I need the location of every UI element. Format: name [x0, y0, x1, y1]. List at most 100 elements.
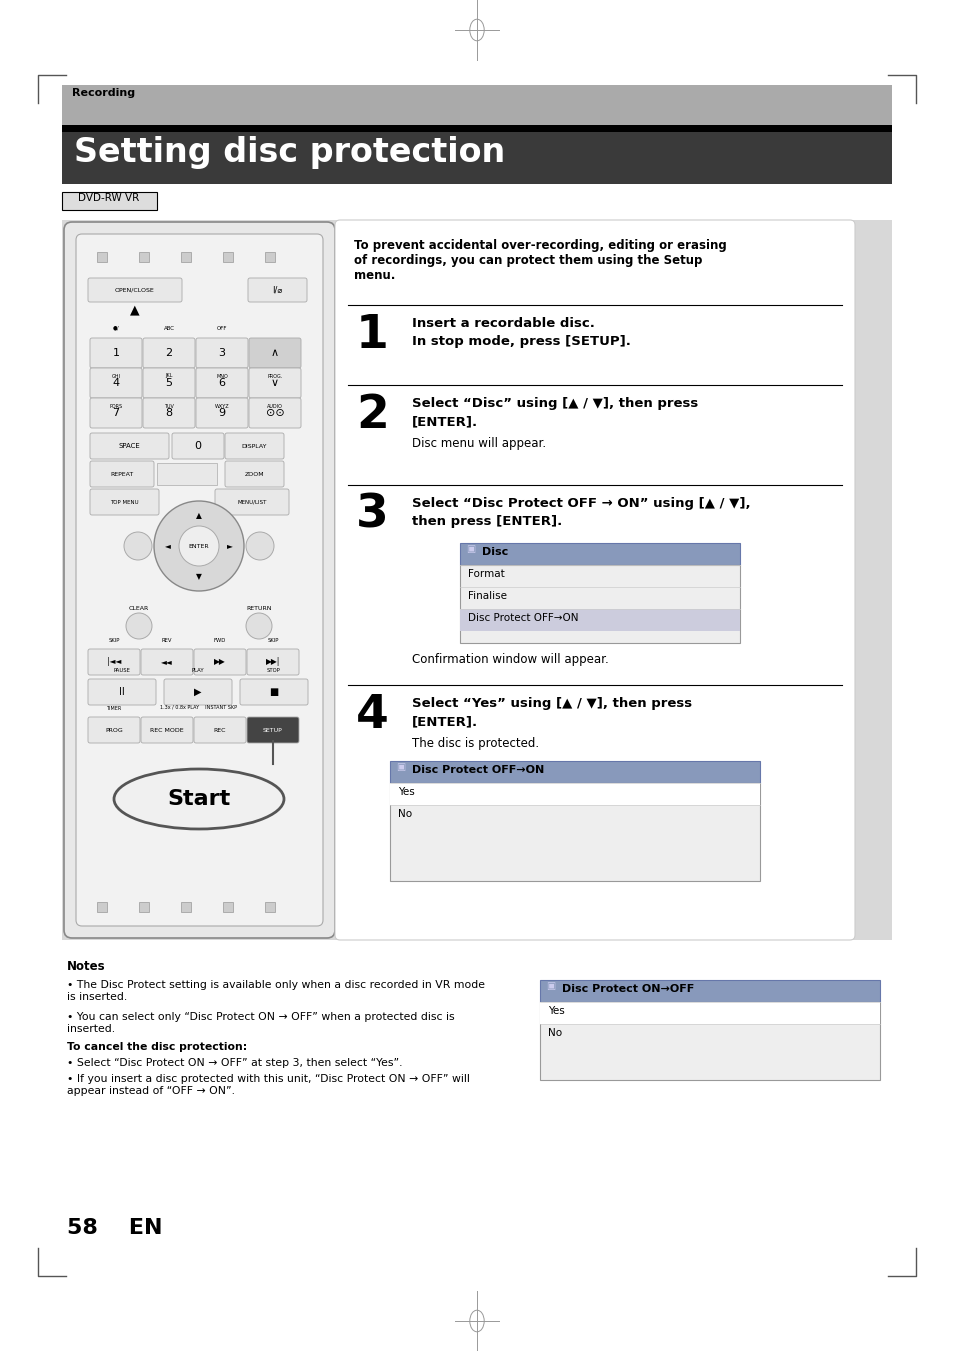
FancyBboxPatch shape [143, 399, 194, 428]
Text: TOP MENU: TOP MENU [111, 500, 139, 504]
Text: REV: REV [162, 639, 172, 643]
Text: ∨: ∨ [271, 378, 279, 388]
Bar [265, 253, 274, 262]
Bar [265, 902, 274, 912]
Text: ENTER: ENTER [189, 543, 209, 549]
Text: Yes: Yes [397, 788, 415, 797]
FancyBboxPatch shape [88, 717, 140, 743]
FancyBboxPatch shape [90, 434, 169, 459]
Text: 0: 0 [194, 440, 201, 451]
Text: CLEAR: CLEAR [129, 607, 149, 611]
Text: ▶: ▶ [194, 688, 201, 697]
FancyBboxPatch shape [64, 222, 335, 938]
Text: RETURN: RETURN [246, 607, 272, 611]
Bar [223, 253, 233, 262]
Text: 7: 7 [112, 408, 119, 417]
FancyBboxPatch shape [225, 434, 284, 459]
Text: Disc Protect ON→OFF: Disc Protect ON→OFF [561, 984, 694, 994]
Text: Select “Disc Protect OFF → ON” using [▲ / ▼],: Select “Disc Protect OFF → ON” using [▲ … [412, 497, 750, 509]
FancyBboxPatch shape [76, 234, 323, 925]
Circle shape [179, 526, 219, 566]
FancyBboxPatch shape [90, 338, 142, 367]
FancyBboxPatch shape [249, 399, 301, 428]
Text: ⊙⊙: ⊙⊙ [265, 408, 284, 417]
Text: SKIP: SKIP [109, 639, 119, 643]
Circle shape [126, 613, 152, 639]
FancyBboxPatch shape [90, 461, 153, 486]
Text: Disc Protect OFF→ON: Disc Protect OFF→ON [412, 765, 543, 775]
Text: To prevent accidental over-recording, editing or erasing
of recordings, you can : To prevent accidental over-recording, ed… [354, 239, 726, 282]
Text: SKIP: SKIP [267, 639, 278, 643]
Text: Setting disc protection: Setting disc protection [74, 136, 505, 169]
Text: Insert a recordable disc.: Insert a recordable disc. [412, 317, 595, 330]
Text: GHI: GHI [112, 373, 120, 378]
FancyBboxPatch shape [62, 126, 891, 132]
Bar [97, 253, 107, 262]
Text: The disc is protected.: The disc is protected. [412, 738, 538, 750]
FancyBboxPatch shape [195, 399, 248, 428]
Text: 8: 8 [165, 408, 172, 417]
Ellipse shape [113, 769, 284, 830]
FancyBboxPatch shape [539, 1002, 879, 1079]
FancyBboxPatch shape [247, 717, 298, 743]
FancyBboxPatch shape [157, 463, 216, 485]
Text: ▼: ▼ [196, 571, 202, 581]
Text: ▲: ▲ [130, 304, 140, 316]
FancyBboxPatch shape [193, 648, 246, 676]
Text: 5: 5 [165, 378, 172, 388]
FancyBboxPatch shape [62, 192, 157, 209]
FancyBboxPatch shape [390, 761, 760, 784]
FancyBboxPatch shape [247, 648, 298, 676]
Bar [181, 902, 191, 912]
FancyBboxPatch shape [143, 367, 194, 399]
Text: Select “Yes” using [▲ / ▼], then press: Select “Yes” using [▲ / ▼], then press [412, 697, 691, 711]
FancyBboxPatch shape [143, 338, 194, 367]
Text: 1: 1 [355, 313, 389, 358]
Text: 9: 9 [218, 408, 225, 417]
FancyBboxPatch shape [164, 680, 232, 705]
FancyBboxPatch shape [248, 278, 307, 303]
Text: Yes: Yes [547, 1006, 564, 1016]
Text: then press [ENTER].: then press [ENTER]. [412, 515, 561, 528]
Text: • The Disc Protect setting is available only when a disc recorded in VR mode
is : • The Disc Protect setting is available … [67, 979, 484, 1001]
Text: 4: 4 [355, 693, 389, 738]
Text: No: No [397, 809, 412, 819]
FancyBboxPatch shape [539, 979, 879, 1002]
Text: MNO: MNO [216, 373, 228, 378]
FancyBboxPatch shape [90, 489, 159, 515]
FancyBboxPatch shape [141, 717, 193, 743]
FancyBboxPatch shape [539, 1002, 879, 1024]
Text: [ENTER].: [ENTER]. [412, 415, 477, 428]
Text: 6: 6 [218, 378, 225, 388]
Bar [139, 253, 149, 262]
Text: PROG.: PROG. [267, 373, 282, 378]
Text: JKL: JKL [165, 373, 172, 378]
Text: I/⌀: I/⌀ [272, 285, 282, 295]
Text: Disc: Disc [481, 547, 508, 557]
Bar [181, 253, 191, 262]
Text: 58    EN: 58 EN [67, 1219, 162, 1238]
Text: Select “Disc” using [▲ / ▼], then press: Select “Disc” using [▲ / ▼], then press [412, 397, 698, 409]
FancyBboxPatch shape [88, 278, 182, 303]
Text: [ENTER].: [ENTER]. [412, 715, 477, 728]
Text: ◄◄: ◄◄ [161, 658, 172, 666]
Text: ABC: ABC [163, 326, 174, 331]
Text: Disc Protect OFF→ON: Disc Protect OFF→ON [468, 613, 578, 623]
Circle shape [246, 613, 272, 639]
FancyBboxPatch shape [459, 543, 740, 565]
Circle shape [124, 532, 152, 561]
Text: PQRS: PQRS [110, 404, 122, 408]
FancyBboxPatch shape [390, 784, 760, 805]
Text: Notes: Notes [67, 961, 106, 973]
Circle shape [153, 501, 244, 590]
Text: AUDIO: AUDIO [267, 404, 283, 408]
Text: 1: 1 [112, 349, 119, 358]
Text: SETUP: SETUP [263, 727, 283, 732]
Text: OPEN/CLOSE: OPEN/CLOSE [115, 288, 154, 293]
Text: ▣: ▣ [395, 762, 405, 771]
FancyBboxPatch shape [193, 717, 246, 743]
FancyBboxPatch shape [225, 461, 284, 486]
Text: Format: Format [468, 569, 504, 580]
FancyBboxPatch shape [62, 220, 891, 940]
Text: TIMER: TIMER [107, 707, 121, 712]
